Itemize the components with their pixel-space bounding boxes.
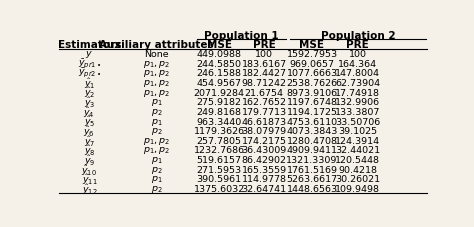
Text: 62.73904: 62.73904 xyxy=(335,79,380,88)
Text: 174.2175: 174.2175 xyxy=(242,136,287,145)
Text: $\hat{y}_{10}$: $\hat{y}_{10}$ xyxy=(82,162,97,177)
Text: 33.50706: 33.50706 xyxy=(335,117,380,126)
Text: 4753.6110: 4753.6110 xyxy=(286,117,337,126)
Text: $p_2$: $p_2$ xyxy=(151,106,163,117)
Text: 86.42902: 86.42902 xyxy=(242,155,287,164)
Text: 2071.9284: 2071.9284 xyxy=(193,88,245,97)
Text: 30.26021: 30.26021 xyxy=(335,175,380,184)
Text: $\hat{y}_5$: $\hat{y}_5$ xyxy=(83,114,95,129)
Text: 4073.3843: 4073.3843 xyxy=(286,127,337,136)
Text: $\hat{y}_2$: $\hat{y}_2$ xyxy=(83,85,95,100)
Text: 249.8168: 249.8168 xyxy=(197,107,242,116)
Text: $p_1,p_2$: $p_1,p_2$ xyxy=(143,135,170,146)
Text: $\hat{y}_{12}$: $\hat{y}_{12}$ xyxy=(82,181,97,196)
Text: $\hat{y}_6$: $\hat{y}_6$ xyxy=(83,124,95,138)
Text: 36.43009: 36.43009 xyxy=(242,146,287,155)
Text: $\bar{y}_{pr1\bullet}$: $\bar{y}_{pr1\bullet}$ xyxy=(78,57,101,70)
Text: PRE: PRE xyxy=(346,40,369,50)
Text: 5263.6617: 5263.6617 xyxy=(286,175,337,184)
Text: 246.1588: 246.1588 xyxy=(197,69,242,78)
Text: 1232.7686: 1232.7686 xyxy=(193,146,245,155)
Text: 183.6167: 183.6167 xyxy=(242,59,287,68)
Text: 1761.5169: 1761.5169 xyxy=(286,165,337,174)
Text: $p_1$: $p_1$ xyxy=(151,97,163,108)
Text: 32.64741: 32.64741 xyxy=(242,184,287,193)
Text: $\hat{y}_{11}$: $\hat{y}_{11}$ xyxy=(82,172,97,186)
Text: 963.3440: 963.3440 xyxy=(196,117,242,126)
Text: 454.9567: 454.9567 xyxy=(197,79,242,88)
Text: 4909.9411: 4909.9411 xyxy=(286,146,337,155)
Text: Population 1: Population 1 xyxy=(204,31,279,40)
Text: $p_2$: $p_2$ xyxy=(151,164,163,175)
Text: 1592.7953: 1592.7953 xyxy=(286,50,337,59)
Text: 164.364: 164.364 xyxy=(338,59,377,68)
Text: $p_2$: $p_2$ xyxy=(151,183,163,194)
Text: $\hat{y}_4$: $\hat{y}_4$ xyxy=(83,105,95,119)
Text: 2538.7626: 2538.7626 xyxy=(286,79,337,88)
Text: 1321.3309: 1321.3309 xyxy=(286,155,337,164)
Text: Population 2: Population 2 xyxy=(320,31,395,40)
Text: MSE: MSE xyxy=(300,40,325,50)
Text: 1197.6748: 1197.6748 xyxy=(286,98,337,107)
Text: Estimators: Estimators xyxy=(58,40,121,50)
Text: 147.8004: 147.8004 xyxy=(335,69,380,78)
Text: None: None xyxy=(144,50,169,59)
Text: 519.6157: 519.6157 xyxy=(197,155,242,164)
Text: 1448.6563: 1448.6563 xyxy=(286,184,337,193)
Text: 1375.6032: 1375.6032 xyxy=(193,184,245,193)
Text: $p_1$: $p_1$ xyxy=(151,116,163,127)
Text: $\bar{y}$: $\bar{y}$ xyxy=(85,48,93,61)
Text: 179.7713: 179.7713 xyxy=(242,107,287,116)
Text: 120.5448: 120.5448 xyxy=(335,155,380,164)
Text: 124.3914: 124.3914 xyxy=(335,136,380,145)
Text: $p_1,p_2$: $p_1,p_2$ xyxy=(143,58,170,69)
Text: 8973.9106: 8973.9106 xyxy=(286,88,337,97)
Text: 38.07979: 38.07979 xyxy=(242,127,287,136)
Text: $p_1,p_2$: $p_1,p_2$ xyxy=(143,68,170,79)
Text: 100: 100 xyxy=(348,50,366,59)
Text: 1194.1725: 1194.1725 xyxy=(286,107,337,116)
Text: 969.0657: 969.0657 xyxy=(290,59,335,68)
Text: 114.9778: 114.9778 xyxy=(242,175,287,184)
Text: 90.4218: 90.4218 xyxy=(338,165,377,174)
Text: 132.9906: 132.9906 xyxy=(335,98,380,107)
Text: 32.44021: 32.44021 xyxy=(335,146,380,155)
Text: 162.7652: 162.7652 xyxy=(242,98,287,107)
Text: $\hat{y}_3$: $\hat{y}_3$ xyxy=(83,95,95,110)
Text: $p_1$: $p_1$ xyxy=(151,174,163,185)
Text: $p_1,p_2$: $p_1,p_2$ xyxy=(143,78,170,89)
Text: 275.9182: 275.9182 xyxy=(197,98,242,107)
Text: 133.3807: 133.3807 xyxy=(335,107,380,116)
Text: 46.61873: 46.61873 xyxy=(242,117,287,126)
Text: MSE: MSE xyxy=(207,40,231,50)
Text: Auxiliary attributes: Auxiliary attributes xyxy=(99,40,214,50)
Text: $\hat{y}_7$: $\hat{y}_7$ xyxy=(83,133,95,148)
Text: 21.6754: 21.6754 xyxy=(245,88,284,97)
Text: 271.5953: 271.5953 xyxy=(197,165,242,174)
Text: 257.7805: 257.7805 xyxy=(197,136,242,145)
Text: $\bar{y}_{pr2\bullet}$: $\bar{y}_{pr2\bullet}$ xyxy=(78,67,101,80)
Text: $\hat{y}_1$: $\hat{y}_1$ xyxy=(83,76,95,90)
Text: 1179.3626: 1179.3626 xyxy=(193,127,245,136)
Text: 100: 100 xyxy=(255,50,273,59)
Text: $p_1,p_2$: $p_1,p_2$ xyxy=(143,145,170,156)
Text: 98.71242: 98.71242 xyxy=(242,79,287,88)
Text: PRE: PRE xyxy=(253,40,275,50)
Text: 165.3559: 165.3559 xyxy=(242,165,287,174)
Text: $p_1$: $p_1$ xyxy=(151,154,163,165)
Text: 182.4427: 182.4427 xyxy=(242,69,287,78)
Text: 17.74918: 17.74918 xyxy=(335,88,380,97)
Text: $\hat{y}_9$: $\hat{y}_9$ xyxy=(83,153,95,167)
Text: 390.5961: 390.5961 xyxy=(197,175,242,184)
Text: 1280.4708: 1280.4708 xyxy=(286,136,337,145)
Text: $\hat{y}_8$: $\hat{y}_8$ xyxy=(83,143,95,158)
Text: 109.9498: 109.9498 xyxy=(335,184,380,193)
Text: 1077.6663: 1077.6663 xyxy=(286,69,337,78)
Text: 39.1025: 39.1025 xyxy=(338,127,377,136)
Text: $p_1,p_2$: $p_1,p_2$ xyxy=(143,87,170,98)
Text: 449.0988: 449.0988 xyxy=(197,50,242,59)
Text: $p_2$: $p_2$ xyxy=(151,126,163,137)
Text: 244.5850: 244.5850 xyxy=(197,59,242,68)
